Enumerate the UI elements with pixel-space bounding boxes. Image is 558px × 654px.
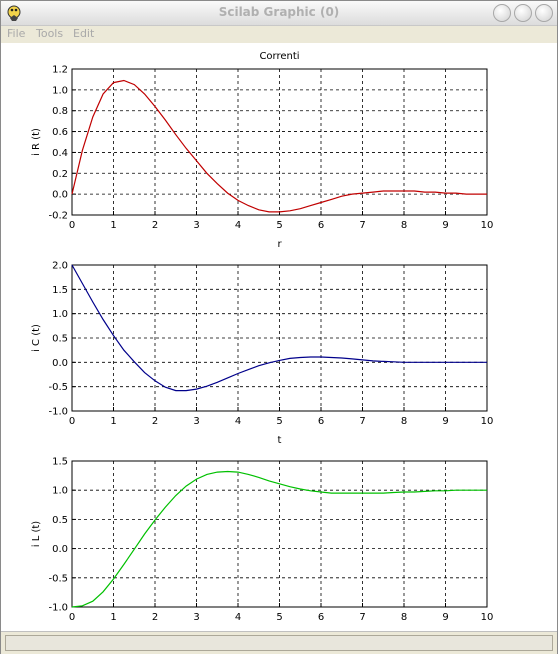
x-tick-label: 0 xyxy=(69,416,75,427)
x-tick-label: 5 xyxy=(276,416,282,427)
x-tick-label: 4 xyxy=(235,220,241,231)
x-tick-label: 9 xyxy=(442,612,448,623)
y-tick-label: 1.0 xyxy=(52,85,68,96)
y-tick-label: 0.2 xyxy=(52,169,68,180)
x-tick-label: 8 xyxy=(401,416,407,427)
x-tick-label: 4 xyxy=(235,416,241,427)
series-line xyxy=(71,79,487,213)
y-tick-label: -0.5 xyxy=(48,573,68,584)
series-line xyxy=(71,264,487,392)
x-tick-label: 1 xyxy=(110,416,116,427)
y-tick-label: 0.0 xyxy=(52,190,68,201)
y-tick-label: 1.2 xyxy=(52,65,68,76)
x-tick-label: 10 xyxy=(481,416,494,427)
x-axis-label: t xyxy=(278,435,282,446)
y-tick-label: 0.6 xyxy=(52,127,68,138)
y-tick-label: 2.0 xyxy=(52,261,68,272)
x-tick-label: 1 xyxy=(110,612,116,623)
x-tick-label: 0 xyxy=(69,612,75,623)
y-tick-label: 0.4 xyxy=(52,148,68,159)
window-title: Scilab Graphic (0) xyxy=(218,5,340,19)
x-tick-label: 8 xyxy=(401,612,407,623)
y-tick-label: 0.5 xyxy=(52,334,68,345)
graphic-canvas[interactable]: 0 1 2 3 4 5 6 7 8 9 10 -0.2 0.0 0.2 0.4 0.6 0.8 1.0 1.2 Cor… xyxy=(1,43,557,631)
x-tick-label: 9 xyxy=(442,416,448,427)
x-tick-label: 6 xyxy=(318,416,324,427)
y-tick-label: 0.5 xyxy=(52,515,68,526)
y-axis-label: i R (t) xyxy=(31,128,42,156)
y-axis-label: i C (t) xyxy=(31,324,42,352)
x-tick-label: 10 xyxy=(481,220,494,231)
y-tick-label: -1.0 xyxy=(48,407,68,418)
x-tick-label: 3 xyxy=(193,220,199,231)
y-tick-label: 0.8 xyxy=(52,106,68,117)
maximize-button[interactable] xyxy=(514,4,532,22)
x-tick-label: 10 xyxy=(481,612,494,623)
x-tick-label: 6 xyxy=(318,612,324,623)
y-tick-label: 1.5 xyxy=(52,285,68,296)
x-tick-label: 9 xyxy=(442,220,448,231)
x-tick-label: 8 xyxy=(401,220,407,231)
menu-bar: File Tools Edit xyxy=(1,26,557,43)
x-tick-label: 3 xyxy=(193,612,199,623)
status-bar xyxy=(1,631,557,654)
x-tick-label: 6 xyxy=(318,220,324,231)
y-tick-label: 1.0 xyxy=(52,309,68,320)
y-tick-label: 1.0 xyxy=(52,486,68,497)
y-tick-label: 0.0 xyxy=(52,358,68,369)
menu-tools[interactable]: Tools xyxy=(36,27,64,40)
x-tick-label: 2 xyxy=(152,612,158,623)
x-tick-label: 3 xyxy=(193,416,199,427)
title-bar[interactable]: Scilab Graphic (0) xyxy=(1,1,557,26)
y-tick-label: -1.0 xyxy=(48,603,68,614)
status-field xyxy=(5,635,553,651)
x-tick-label: 5 xyxy=(276,612,282,623)
series-line xyxy=(71,470,487,608)
plots-svg: 0 1 2 3 4 5 6 7 8 9 10-0.20.00.20.40.60.81.01.2Cor… xyxy=(31,51,494,623)
x-tick-label: 2 xyxy=(152,416,158,427)
x-tick-label: 7 xyxy=(359,220,365,231)
minimize-button[interactable] xyxy=(493,4,511,22)
x-tick-label: 4 xyxy=(235,612,241,623)
chart-title: Correnti xyxy=(259,51,299,62)
menu-file[interactable]: File xyxy=(7,27,26,40)
y-axis-label: i L (t) xyxy=(31,521,42,548)
x-axis-label: r xyxy=(277,239,282,250)
x-tick-label: 5 xyxy=(276,220,282,231)
x-tick-label: 7 xyxy=(359,416,365,427)
close-button[interactable] xyxy=(535,4,553,22)
menu-edit[interactable]: Edit xyxy=(73,27,95,40)
x-tick-label: 2 xyxy=(152,220,158,231)
x-tick-label: 7 xyxy=(359,612,365,623)
x-tick-label: 0 xyxy=(69,220,75,231)
x-tick-label: 1 xyxy=(110,220,116,231)
y-tick-label: 1.5 xyxy=(52,457,68,468)
y-tick-label: -0.2 xyxy=(48,211,68,222)
y-tick-label: -0.5 xyxy=(48,382,68,393)
y-tick-label: 0.0 xyxy=(52,544,68,555)
scilab-app-icon[interactable] xyxy=(5,4,23,22)
